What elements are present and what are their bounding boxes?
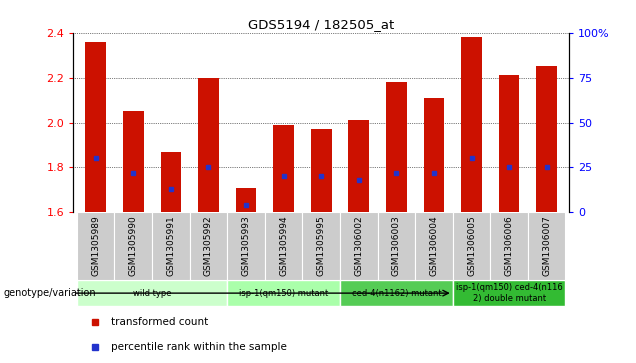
Bar xyxy=(536,66,557,212)
Bar xyxy=(340,212,378,280)
Bar xyxy=(152,212,190,280)
Bar xyxy=(77,212,114,280)
Bar xyxy=(461,37,482,212)
Text: transformed count: transformed count xyxy=(111,318,209,327)
Text: GSM1305991: GSM1305991 xyxy=(167,216,176,277)
Bar xyxy=(378,212,415,280)
Text: GSM1306005: GSM1306005 xyxy=(467,216,476,277)
Bar xyxy=(499,76,520,212)
Bar xyxy=(311,129,331,212)
Bar xyxy=(349,120,369,212)
Bar xyxy=(85,42,106,212)
Bar xyxy=(114,212,152,280)
Bar xyxy=(190,212,227,280)
Bar xyxy=(236,188,256,212)
Bar xyxy=(123,111,144,212)
Bar xyxy=(424,98,445,212)
Text: GSM1306007: GSM1306007 xyxy=(542,216,551,277)
Text: isp-1(qm150) ced-4(n116
2) double mutant: isp-1(qm150) ced-4(n116 2) double mutant xyxy=(456,284,562,303)
Bar xyxy=(273,125,294,212)
Text: GSM1305993: GSM1305993 xyxy=(242,216,251,277)
Title: GDS5194 / 182505_at: GDS5194 / 182505_at xyxy=(248,19,394,32)
Bar xyxy=(77,280,227,306)
Bar xyxy=(528,212,565,280)
Text: GSM1305994: GSM1305994 xyxy=(279,216,288,276)
Text: isp-1(qm150) mutant: isp-1(qm150) mutant xyxy=(239,289,328,298)
Bar xyxy=(453,212,490,280)
Text: GSM1306006: GSM1306006 xyxy=(504,216,514,277)
Text: ced-4(n1162) mutant: ced-4(n1162) mutant xyxy=(352,289,441,298)
Bar xyxy=(386,82,406,212)
Bar xyxy=(227,280,340,306)
Bar xyxy=(198,78,219,212)
Text: wild type: wild type xyxy=(133,289,171,298)
Text: genotype/variation: genotype/variation xyxy=(3,288,96,298)
Bar xyxy=(160,152,181,212)
Text: GSM1306002: GSM1306002 xyxy=(354,216,363,276)
Text: GSM1305990: GSM1305990 xyxy=(128,216,138,277)
Bar xyxy=(265,212,302,280)
Bar xyxy=(302,212,340,280)
Text: GSM1305995: GSM1305995 xyxy=(317,216,326,277)
Bar xyxy=(415,212,453,280)
Text: GSM1306004: GSM1306004 xyxy=(429,216,438,276)
Bar xyxy=(453,280,565,306)
Text: GSM1305992: GSM1305992 xyxy=(204,216,213,276)
Bar xyxy=(227,212,265,280)
Text: percentile rank within the sample: percentile rank within the sample xyxy=(111,342,287,352)
Text: GSM1306003: GSM1306003 xyxy=(392,216,401,277)
Text: GSM1305989: GSM1305989 xyxy=(91,216,100,277)
Bar xyxy=(340,280,453,306)
Bar xyxy=(490,212,528,280)
